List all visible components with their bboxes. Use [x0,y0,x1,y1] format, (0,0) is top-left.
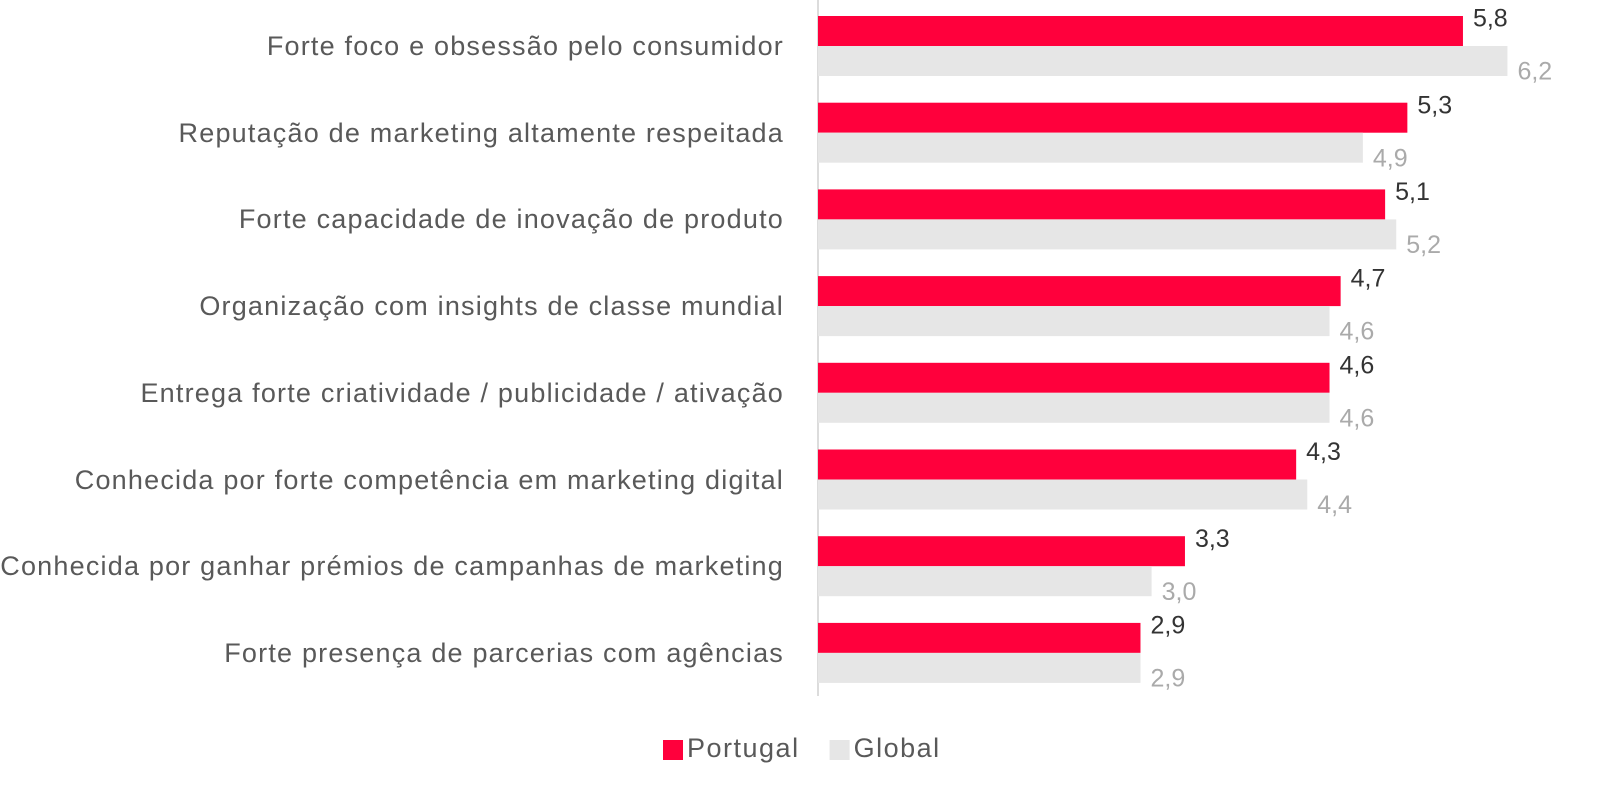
bar [818,652,1141,683]
bar [818,362,1330,393]
value-label: 3,0 [1162,578,1197,606]
value-label: 4,9 [1373,144,1408,172]
category-label: Forte foco e obsessão pelo consumidor [0,29,784,63]
category-text: Forte presença de parcerias com agências [224,637,784,668]
bar [818,306,1330,337]
bar [818,449,1297,480]
legend-swatch [663,740,683,760]
category-label: Forte capacidade de inovação de produto [0,202,784,236]
bar [818,46,1508,76]
value-label: 4,6 [1340,318,1375,346]
category-text: Forte foco e obsessão pelo consumidor [266,31,784,61]
category-label: Conhecida por ganhar prémios de campanha… [0,549,784,583]
bar [818,622,1141,653]
value-label: 4,4 [1317,491,1352,519]
value-label: 6,2 [1517,58,1552,86]
category-text: Conhecida por ganhar prémios de campanha… [0,551,784,582]
bar [818,479,1308,510]
category-text: Forte capacidade de inovação de produto [238,204,784,235]
bar [818,102,1408,133]
bar [818,276,1341,307]
category-label: Conhecida por forte competência em marke… [0,463,784,497]
bar [818,392,1330,423]
category-label: Forte presença de parcerias com agências [0,636,784,670]
value-label: 5,3 [1417,91,1452,119]
category-text: Organização com insights de classe mundi… [199,291,784,322]
value-label: 4,7 [1351,265,1386,293]
value-label: 5,2 [1406,231,1441,259]
value-label: 2,9 [1150,612,1185,640]
value-label: 4,6 [1340,404,1375,432]
bar [818,219,1397,250]
value-label: 3,3 [1195,525,1230,553]
value-label: 4,6 [1340,351,1375,379]
category-label: Entrega forte criatividade / publicidade… [0,376,784,410]
value-label: 5,1 [1395,178,1430,206]
bar [818,189,1386,220]
legend-swatch [829,740,850,760]
category-text: Conhecida por forte competência em marke… [74,464,784,495]
bar [818,16,1463,46]
bar [818,536,1185,567]
bar [818,132,1363,163]
category-text: Entrega forte criatividade / publicidade… [140,377,784,408]
bar [818,566,1152,597]
value-label: 4,3 [1306,438,1341,466]
legend-label: Global [854,733,941,763]
value-label: 2,9 [1150,665,1185,693]
category-text: Reputação de marketing altamente respeit… [178,117,784,148]
category-label: Reputação de marketing altamente respeit… [0,116,784,150]
legend-label: Portugal [687,733,800,763]
value-label: 5,8 [1473,5,1508,33]
category-label: Organização com insights de classe mundi… [0,289,784,323]
